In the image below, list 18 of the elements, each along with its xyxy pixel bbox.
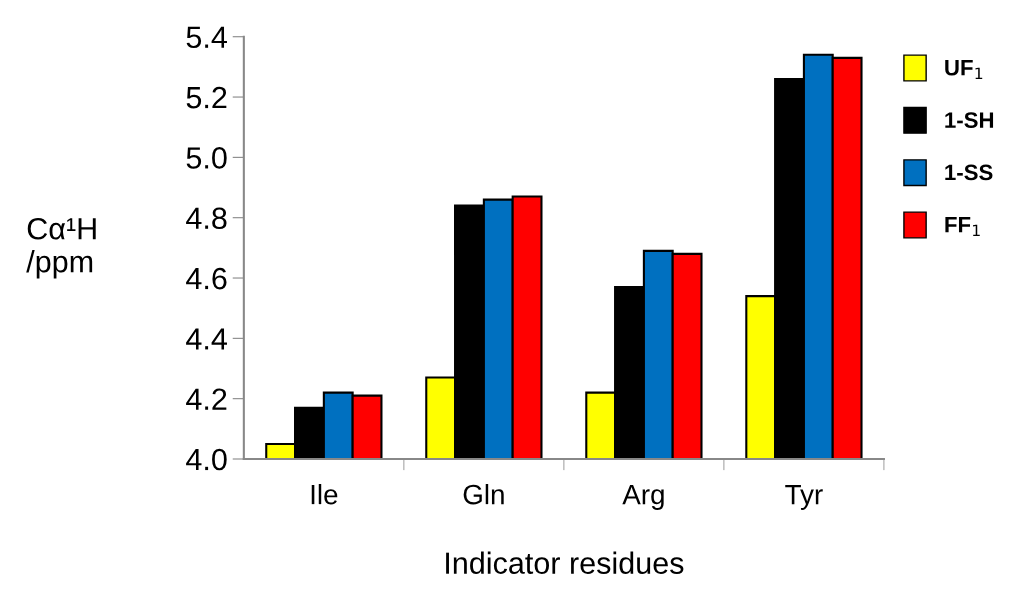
y-tick-label: 5.0 [186,147,227,169]
y-tick-label: 5.2 [186,86,227,109]
legend-label: 1-SS [945,164,993,181]
x-tick-label: Ile [311,484,338,505]
y-tick-label: 5.4 [186,26,227,49]
y-tick-label: 4.6 [186,267,227,290]
y-tick-label: 4.2 [186,388,227,410]
legend-label: UF$_{1}$ [945,60,983,79]
x-axis-title: Indicator residues [446,551,684,574]
y-tick-label: 4.4 [186,328,227,350]
legend-label: 1-SH [945,112,994,128]
x-tick-label: Arg [622,485,664,510]
y-tick-label: 4.0 [186,448,227,471]
legend-label: FF$_{1}$ [945,217,980,236]
x-tick-label: Tyr [785,485,823,510]
x-tick-label: Gln [463,484,504,505]
y-axis-title: Cα¹H /ppm [26,217,96,279]
y-tick-label: 4.8 [186,207,227,230]
